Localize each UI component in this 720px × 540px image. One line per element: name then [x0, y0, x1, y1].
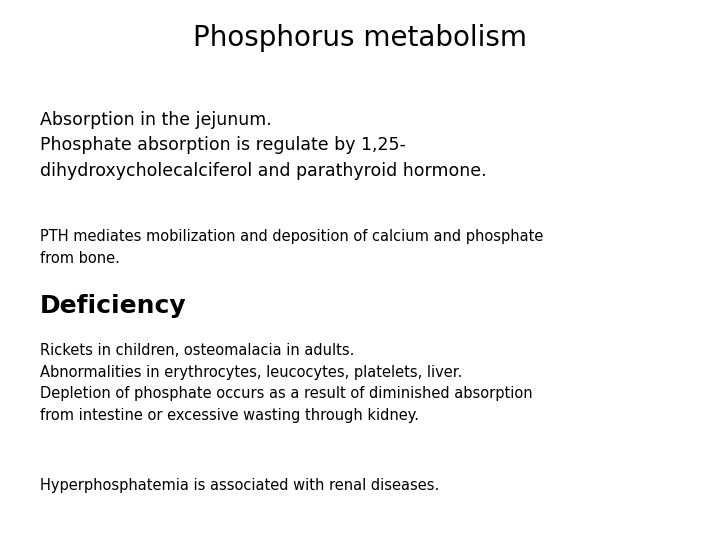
- Text: Absorption in the jejunum.
Phosphate absorption is regulate by 1,25-
dihydroxych: Absorption in the jejunum. Phosphate abs…: [40, 111, 486, 180]
- Text: Phosphorus metabolism: Phosphorus metabolism: [193, 24, 527, 52]
- Text: Deficiency: Deficiency: [40, 294, 186, 318]
- Text: Hyperphosphatemia is associated with renal diseases.: Hyperphosphatemia is associated with ren…: [40, 478, 439, 493]
- Text: Rickets in children, osteomalacia in adults.
Abnormalities in erythrocytes, leuc: Rickets in children, osteomalacia in adu…: [40, 343, 532, 423]
- Text: PTH mediates mobilization and deposition of calcium and phosphate
from bone.: PTH mediates mobilization and deposition…: [40, 230, 543, 266]
